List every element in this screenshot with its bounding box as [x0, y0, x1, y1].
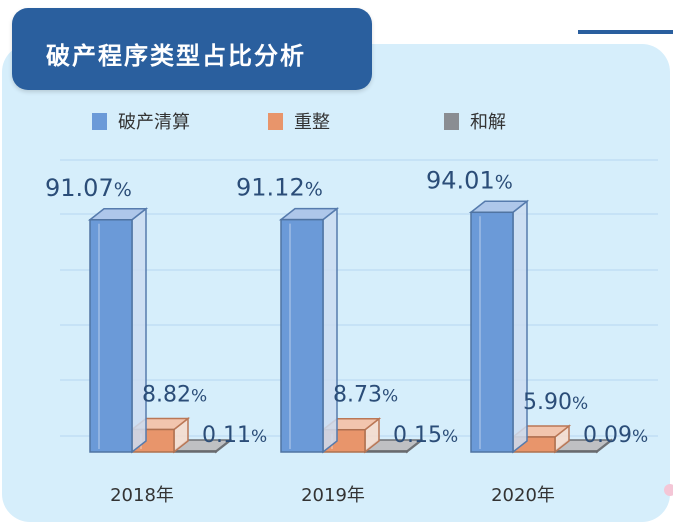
- bar-clearing-front: [280, 218, 324, 453]
- legend-swatch: [268, 113, 283, 130]
- x-tick-label: 2019年: [301, 485, 365, 506]
- data-label: 91.07%: [45, 174, 132, 202]
- decorative-dot: [664, 484, 673, 496]
- legend: 破产清算 重整 和解: [92, 112, 506, 133]
- data-label: 0.15%: [393, 423, 458, 448]
- bar-clearing-front: [89, 219, 133, 453]
- data-label: 8.73%: [333, 383, 398, 408]
- bar-clearing-side: [131, 207, 147, 454]
- bar-settlement-front: [364, 450, 408, 453]
- bar-clearing: [87, 207, 149, 454]
- data-label: 5.90%: [523, 390, 588, 415]
- bar-clearing: [468, 199, 530, 454]
- bar-clearing: [278, 207, 340, 454]
- chart-title: 破产程序类型占比分析: [46, 42, 306, 70]
- title-banner: 破产程序类型占比分析: [12, 8, 372, 90]
- decorative-line: [578, 30, 673, 34]
- bar-settlement-front: [173, 450, 217, 453]
- legend-swatch: [444, 113, 459, 130]
- bars: [87, 199, 614, 454]
- x-tick-label: 2020年: [491, 485, 555, 506]
- bar-clearing-side: [322, 207, 338, 454]
- x-axis-ticks: 2018年 2019年 2020年: [110, 485, 555, 506]
- bar-settlement: [552, 438, 614, 454]
- x-tick-label: 2018年: [110, 485, 174, 506]
- legend-label: 重整: [294, 112, 330, 133]
- bar-clearing-front: [470, 211, 514, 453]
- data-label: 94.01%: [426, 166, 513, 194]
- data-label: 91.12%: [236, 174, 323, 202]
- bar-settlement-front: [554, 450, 598, 453]
- data-labels: 91.07% 8.82% 0.11% 91.12% 8.73% 0.15% 94.01% 5.…: [45, 166, 648, 448]
- bar-settlement: [171, 438, 233, 454]
- data-label: 0.11%: [202, 423, 267, 448]
- data-label: 0.09%: [583, 423, 648, 448]
- legend-label: 破产清算: [118, 112, 190, 133]
- legend-swatch: [92, 113, 107, 130]
- legend-label: 和解: [470, 112, 506, 133]
- data-label: 8.82%: [142, 383, 207, 408]
